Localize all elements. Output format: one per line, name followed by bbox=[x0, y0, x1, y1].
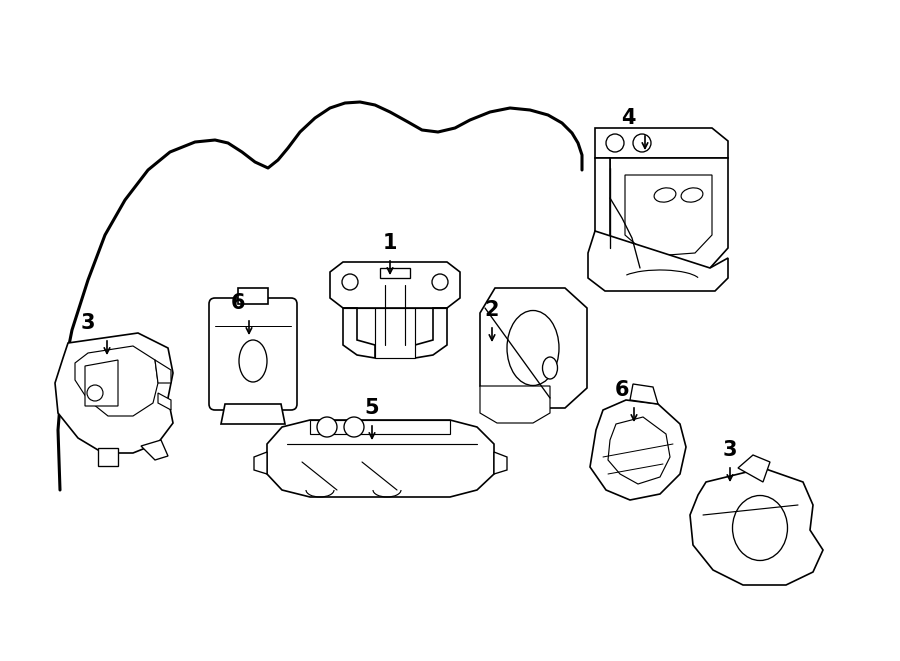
Polygon shape bbox=[588, 231, 728, 291]
Circle shape bbox=[606, 134, 624, 152]
Polygon shape bbox=[85, 360, 118, 406]
Circle shape bbox=[317, 417, 337, 437]
Polygon shape bbox=[254, 452, 267, 474]
Polygon shape bbox=[690, 468, 823, 585]
Polygon shape bbox=[480, 288, 587, 408]
Polygon shape bbox=[75, 346, 158, 416]
Text: 5: 5 bbox=[364, 398, 379, 418]
Polygon shape bbox=[590, 400, 686, 500]
Polygon shape bbox=[158, 393, 171, 410]
Text: 4: 4 bbox=[621, 108, 635, 128]
Ellipse shape bbox=[681, 188, 703, 202]
Polygon shape bbox=[55, 333, 173, 453]
Polygon shape bbox=[141, 440, 168, 460]
Circle shape bbox=[87, 385, 103, 401]
Text: 3: 3 bbox=[81, 313, 95, 333]
Text: 1: 1 bbox=[382, 233, 397, 253]
Polygon shape bbox=[608, 417, 670, 484]
Polygon shape bbox=[415, 308, 447, 358]
Text: 2: 2 bbox=[485, 300, 500, 320]
Polygon shape bbox=[98, 448, 118, 466]
Text: 3: 3 bbox=[723, 440, 737, 460]
FancyBboxPatch shape bbox=[209, 298, 297, 410]
Polygon shape bbox=[610, 158, 728, 271]
Text: 6: 6 bbox=[615, 380, 629, 400]
Polygon shape bbox=[380, 268, 410, 278]
Circle shape bbox=[344, 417, 364, 437]
Polygon shape bbox=[267, 420, 494, 497]
Ellipse shape bbox=[654, 188, 676, 202]
Circle shape bbox=[633, 134, 651, 152]
Polygon shape bbox=[480, 386, 550, 423]
Polygon shape bbox=[630, 384, 658, 404]
Circle shape bbox=[342, 274, 358, 290]
Circle shape bbox=[432, 274, 448, 290]
Polygon shape bbox=[330, 262, 460, 308]
Polygon shape bbox=[238, 288, 268, 304]
Polygon shape bbox=[595, 128, 728, 158]
Polygon shape bbox=[310, 420, 450, 434]
Polygon shape bbox=[595, 158, 610, 248]
Ellipse shape bbox=[239, 340, 267, 382]
Ellipse shape bbox=[507, 311, 559, 385]
Polygon shape bbox=[375, 308, 415, 358]
Polygon shape bbox=[494, 452, 507, 474]
Ellipse shape bbox=[543, 357, 557, 379]
Text: 6: 6 bbox=[230, 293, 245, 313]
Polygon shape bbox=[221, 404, 285, 424]
Ellipse shape bbox=[733, 496, 788, 561]
Polygon shape bbox=[738, 455, 770, 482]
Polygon shape bbox=[343, 308, 375, 358]
Polygon shape bbox=[625, 175, 712, 255]
Polygon shape bbox=[155, 360, 171, 383]
